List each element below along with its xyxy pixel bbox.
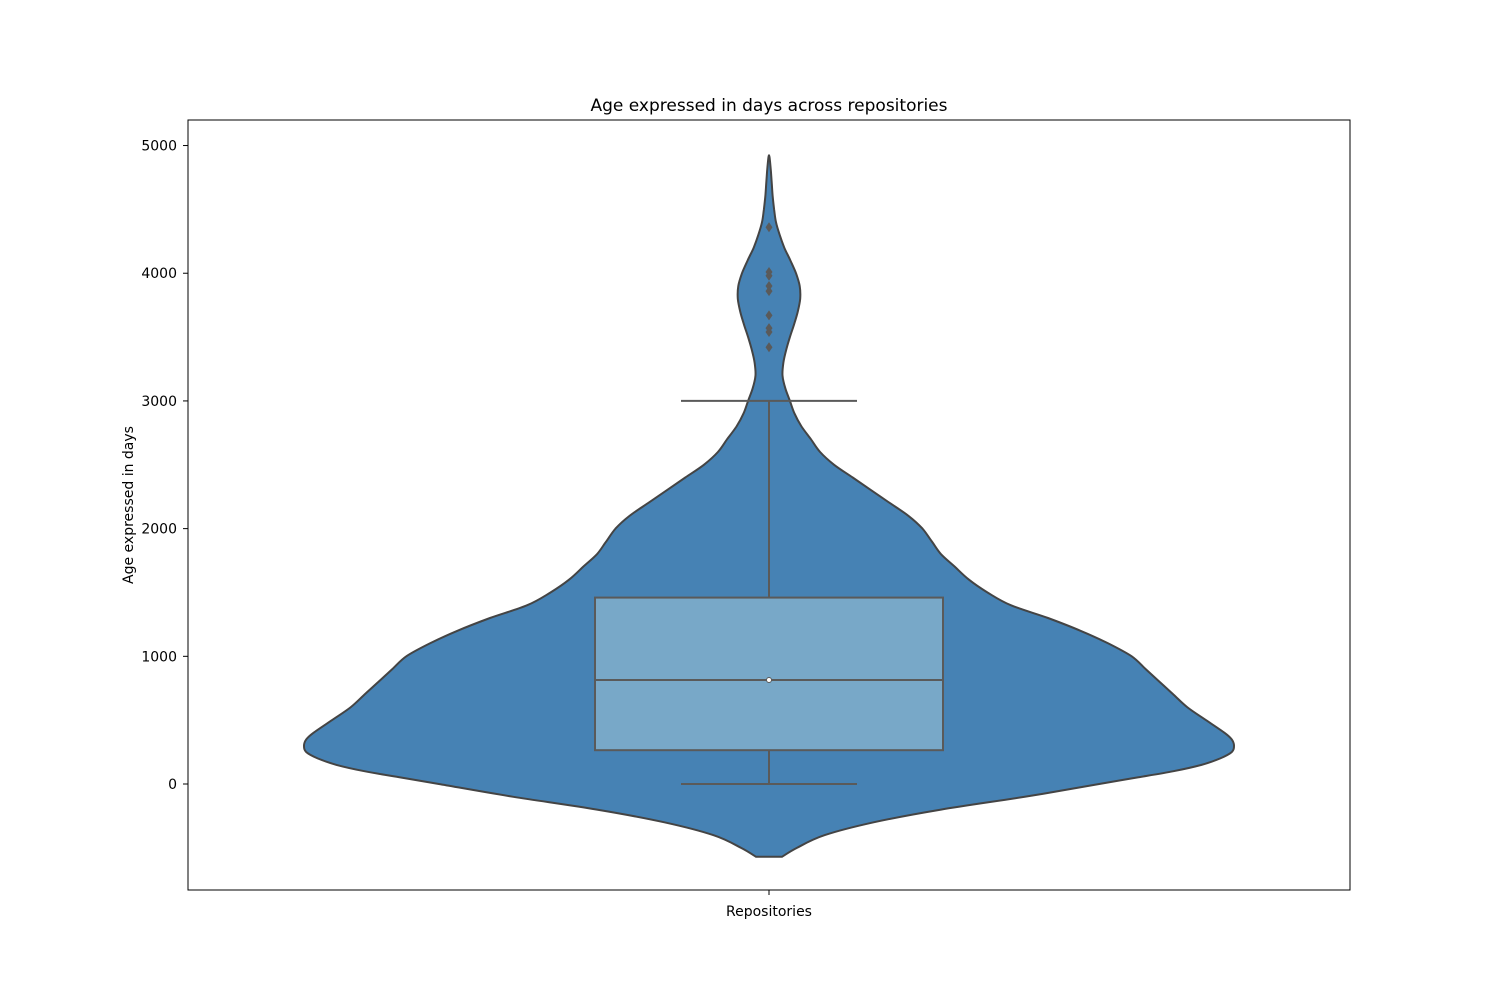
- y-tick-label: 0: [168, 777, 177, 793]
- y-axis-label: Age expressed in days: [121, 426, 137, 584]
- outlier-point: [765, 342, 773, 353]
- plot-area: [303, 154, 1235, 858]
- y-tick-label: 3000: [141, 394, 177, 410]
- outlier-point: [765, 281, 773, 292]
- outlier-point: [765, 266, 773, 277]
- interquartile-box: [594, 596, 944, 752]
- axes: 0 1000 2000 3000 4000 5000 Repositories: [141, 139, 812, 920]
- outlier-point: [765, 286, 773, 297]
- y-tick-label: 2000: [141, 522, 177, 538]
- y-tick-label: 4000: [141, 266, 177, 282]
- y-tick-label: 5000: [141, 139, 177, 155]
- y-tick-label: 1000: [141, 649, 177, 665]
- outlier-point: [765, 323, 773, 334]
- chart-title: Age expressed in days across repositorie…: [590, 96, 947, 116]
- outlier-point: [765, 310, 773, 321]
- median-dot: [766, 676, 772, 683]
- outlier-point: [765, 222, 773, 233]
- x-tick-label: Repositories: [726, 904, 812, 920]
